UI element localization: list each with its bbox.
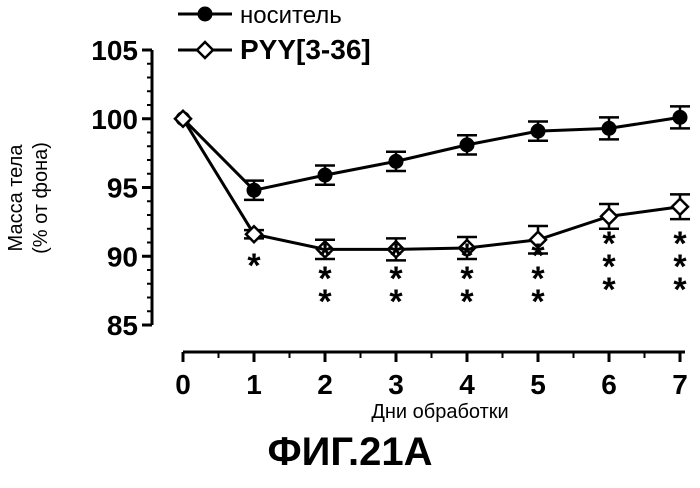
y-tick-label: 100 <box>91 104 138 135</box>
y-tick-label: 105 <box>91 35 138 66</box>
axes: 85 90 95 100 105 0 1 2 3 4 5 6 7 <box>91 35 688 400</box>
x-tick-label: 0 <box>175 369 191 400</box>
significance-star: * <box>460 283 474 321</box>
data-point <box>602 121 616 135</box>
data-point <box>389 154 403 168</box>
significance-markers: ******************* <box>247 225 687 321</box>
legend-label: носитель <box>240 2 342 29</box>
figure-caption: ФИГ.21А <box>0 430 700 475</box>
x-axis-label: Дни обработки <box>371 401 508 423</box>
legend-item: PYY[3-36] <box>178 34 371 65</box>
x-tick-label: 4 <box>459 369 475 400</box>
y-tick-label: 95 <box>107 173 138 204</box>
x-tick-label: 6 <box>601 369 617 400</box>
significance-label: *** <box>460 237 474 321</box>
significance-star: * <box>673 271 687 309</box>
data-point <box>318 168 332 182</box>
data-point <box>672 199 688 215</box>
significance-star: * <box>318 283 332 321</box>
data-point <box>531 124 545 138</box>
legend-label: PYY[3-36] <box>240 34 371 65</box>
significance-star: * <box>602 271 616 309</box>
significance-label: *** <box>318 237 332 321</box>
significance-label: *** <box>602 225 616 309</box>
data-point <box>460 138 474 152</box>
y-tick-label: 90 <box>107 241 138 272</box>
series-vehicle <box>176 106 690 200</box>
significance-label: *** <box>389 237 403 321</box>
y-axis-label-line2: (% от фона) <box>30 142 52 254</box>
x-tick-label: 7 <box>672 369 688 400</box>
legend-item: носитель <box>178 2 342 29</box>
x-tick-label: 3 <box>388 369 404 400</box>
data-point <box>673 110 687 124</box>
significance-label: *** <box>673 225 687 309</box>
significance-star: * <box>531 283 545 321</box>
legend-circle-marker <box>198 7 212 21</box>
data-point <box>601 208 617 224</box>
x-tick-label: 5 <box>530 369 546 400</box>
y-axis-label-line1: Масса тела <box>5 144 27 252</box>
significance-star: * <box>389 283 403 321</box>
legend-diamond-marker <box>197 42 213 58</box>
x-tick-label: 1 <box>246 369 262 400</box>
data-point <box>246 226 262 242</box>
y-tick-label: 85 <box>107 310 138 341</box>
significance-label: * <box>247 247 261 285</box>
x-tick-label: 2 <box>317 369 333 400</box>
significance-label: *** <box>531 237 545 321</box>
data-point <box>247 183 261 197</box>
chart: носитель PYY[3-36] 85 90 95 100 105 0 1 2 3 4 5 6 7 *… <box>0 0 700 430</box>
legend: носитель PYY[3-36] <box>178 2 371 65</box>
